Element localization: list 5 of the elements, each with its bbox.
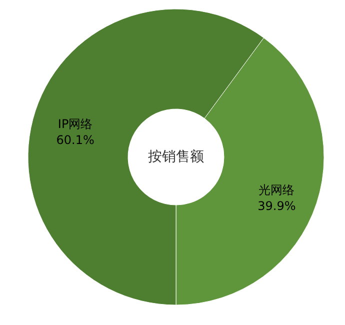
data-label: 60.1% — [56, 132, 94, 147]
slice-label: 光网络 — [258, 183, 295, 198]
data-label: 39.9% — [258, 199, 296, 214]
text: 按销售额 — [148, 149, 204, 165]
slice-label: IP网络 — [58, 116, 93, 131]
